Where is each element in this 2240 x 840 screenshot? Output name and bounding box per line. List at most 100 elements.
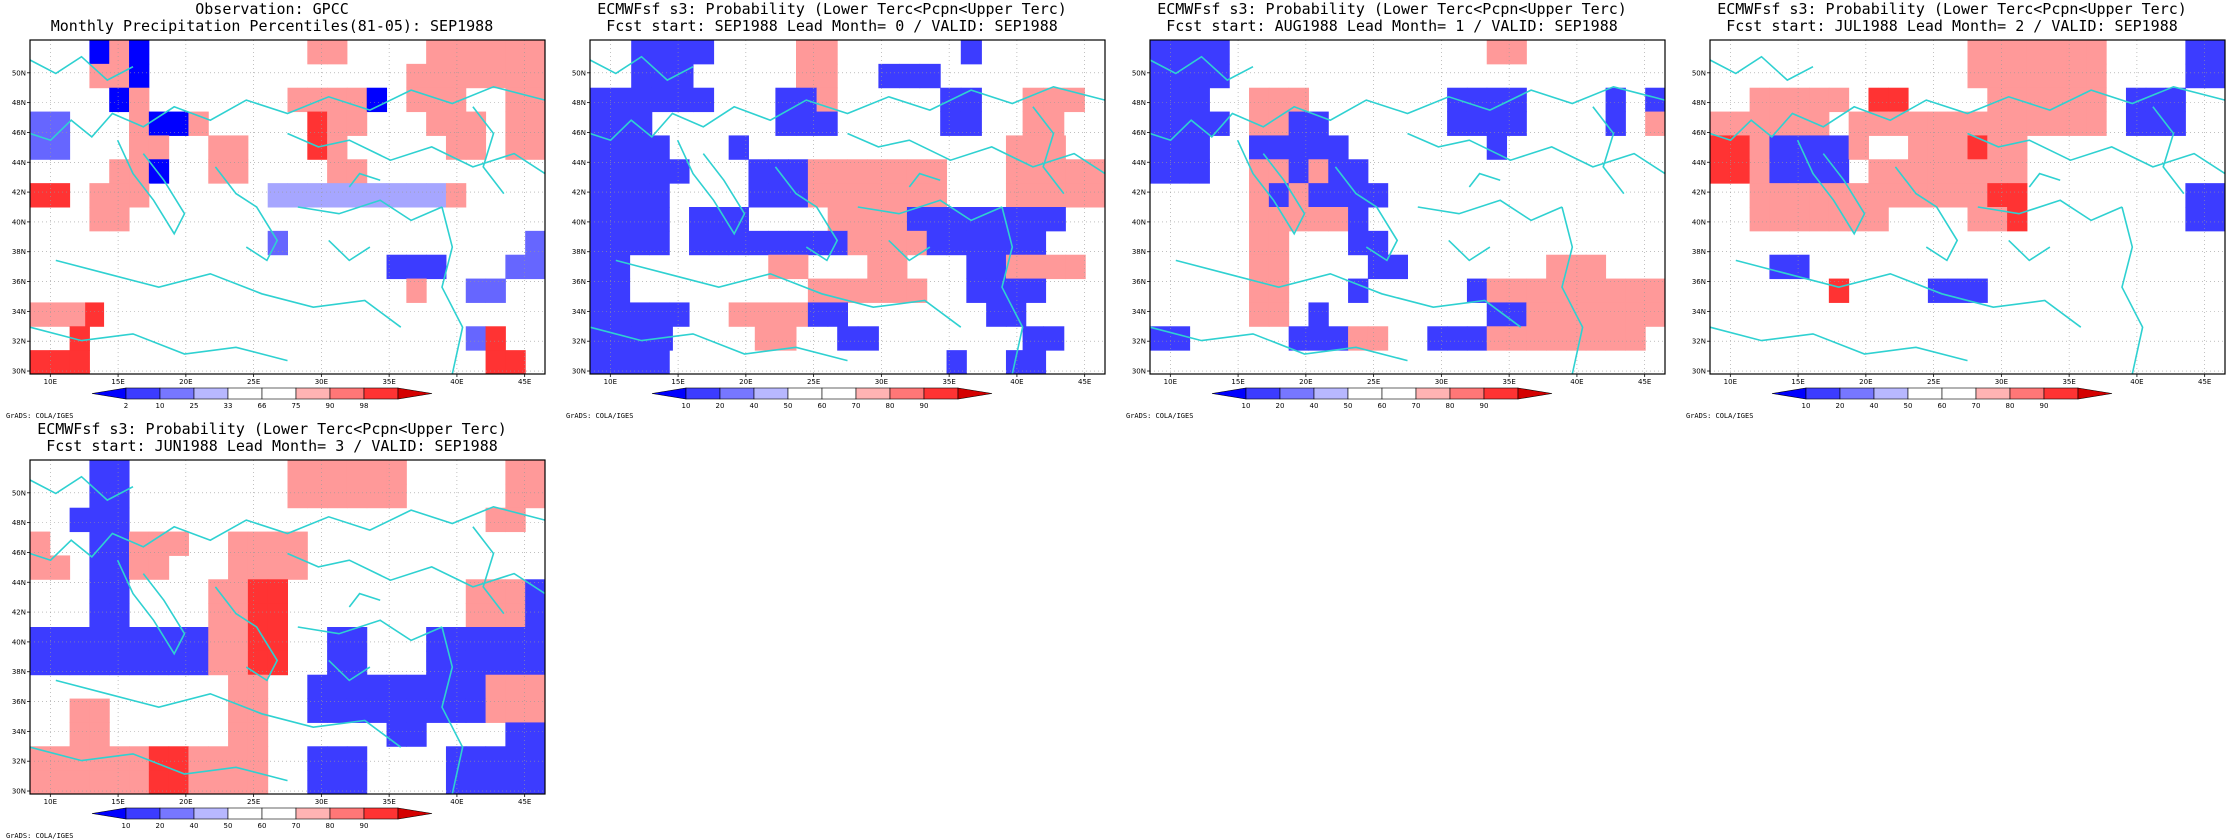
colorbar-segment	[1907, 387, 1943, 400]
grid-cell	[48, 302, 68, 327]
grid-cell	[89, 40, 110, 65]
grid-cell	[847, 278, 868, 303]
grid-cell	[906, 159, 928, 184]
grid-cell	[1789, 111, 1810, 136]
x-tick-label: 15E	[111, 378, 124, 386]
grid-cell	[426, 111, 447, 136]
grid-cell	[69, 350, 90, 375]
grid-cell	[960, 87, 982, 113]
grid-cell	[1927, 159, 1949, 184]
colorbar-label: 20	[716, 402, 725, 410]
plot-frame	[1709, 39, 2226, 375]
grid-cell	[1249, 183, 1270, 208]
x-tick-label: 45E	[518, 378, 531, 386]
grid-cell	[228, 555, 249, 580]
grid-cell	[887, 159, 908, 184]
grid-cell	[1967, 159, 1988, 184]
grid-cell	[1189, 63, 1210, 89]
coastline	[1149, 55, 1254, 82]
grid-cell	[228, 579, 249, 604]
grid-cell	[85, 302, 105, 327]
grid-cell	[1769, 183, 1790, 208]
grid-cell	[109, 159, 130, 184]
grid-cell	[525, 674, 546, 700]
grid-cell	[1308, 135, 1329, 160]
grid-cell	[69, 507, 90, 533]
grid-cell	[609, 135, 631, 160]
grid-cell	[796, 63, 818, 89]
colorbar-segment	[329, 387, 365, 400]
grid-cell	[1308, 326, 1329, 351]
grid-cell	[2007, 159, 2028, 184]
y-tick-label: 44N	[12, 579, 26, 587]
coastline	[441, 626, 464, 795]
panel-forecast-lead-3: ECMWFsf s3: Probability (Lower Terc<Pcpn…	[0, 420, 560, 840]
x-tick-label: 15E	[111, 798, 124, 806]
coastline	[589, 55, 694, 82]
grid-cell	[1169, 159, 1191, 184]
colorbar-label: 10	[1242, 402, 1251, 410]
grid-cell	[1268, 254, 1290, 280]
grid-cell	[30, 111, 51, 136]
grid-cell	[1249, 87, 1270, 113]
grid-cell	[1209, 63, 1230, 89]
grid-cell	[788, 254, 809, 280]
grid-cell	[1947, 159, 1968, 184]
colorbar-segment	[261, 387, 297, 400]
grid-cell	[651, 40, 673, 65]
grid-cell	[49, 555, 71, 580]
grid-cell	[940, 111, 962, 136]
grid-cell	[1967, 40, 1988, 65]
coastline	[615, 259, 962, 328]
grid-cell	[129, 627, 150, 652]
grid-cell	[465, 278, 487, 303]
colorbar-segment	[1211, 387, 1247, 400]
grid-cell	[2066, 111, 2087, 136]
grid-cell	[827, 302, 848, 327]
grid-cell	[267, 627, 288, 652]
grid-cell	[946, 230, 967, 256]
y-tick-label: 34N	[1692, 308, 1706, 316]
colorbar-label: 90	[360, 822, 369, 830]
grid-cell	[505, 698, 526, 723]
chart-title-line2: Fcst start: JUL1988 Lead Month= 2 / VALI…	[1726, 17, 2178, 35]
x-tick-label: 20E	[1859, 378, 1872, 386]
x-tick-label: 25E	[1367, 378, 1380, 386]
grid-cell	[30, 650, 51, 676]
grid-cell	[89, 63, 110, 89]
grid-cell	[228, 674, 249, 700]
grid-cell	[1288, 326, 1309, 351]
colorbar-segment	[125, 387, 161, 400]
grid-cell	[2125, 87, 2147, 113]
grid-cell	[1025, 135, 1047, 160]
y-tick-label: 32N	[1692, 338, 1706, 346]
grid-cell	[485, 40, 506, 65]
grid-cell	[1645, 87, 1666, 113]
coastline	[1709, 85, 2226, 142]
coastline	[297, 199, 443, 222]
grid-cell	[1328, 135, 1349, 160]
x-tick-label: 40E	[450, 378, 463, 386]
grid-cell	[1328, 207, 1349, 232]
coastline	[29, 746, 288, 782]
grid-cell	[168, 111, 189, 136]
grid-cell	[1927, 135, 1949, 160]
grid-cell	[505, 483, 526, 509]
grid-cell	[148, 159, 170, 184]
grid-cell	[89, 698, 110, 723]
grid-cell	[728, 302, 749, 327]
colorbar-segment	[855, 387, 891, 400]
grid-cell	[406, 63, 427, 89]
grid-cell	[796, 111, 818, 136]
grid-cell	[2185, 207, 2206, 232]
panel-observation-gpcc: Observation: GPCC Monthly Precipitation …	[0, 0, 560, 420]
colorbar-label: 50	[784, 402, 793, 410]
chart-title-line1: ECMWFsf s3: Probability (Lower Terc<Pcpn…	[597, 0, 1067, 18]
grid-cell	[1189, 87, 1210, 113]
grid-cell	[505, 746, 526, 771]
x-tick-label: 30E	[875, 378, 888, 386]
grid-cell	[906, 207, 928, 232]
grid-cell	[228, 722, 249, 747]
colorbar-segment	[91, 807, 127, 820]
grid-cell	[748, 159, 769, 184]
